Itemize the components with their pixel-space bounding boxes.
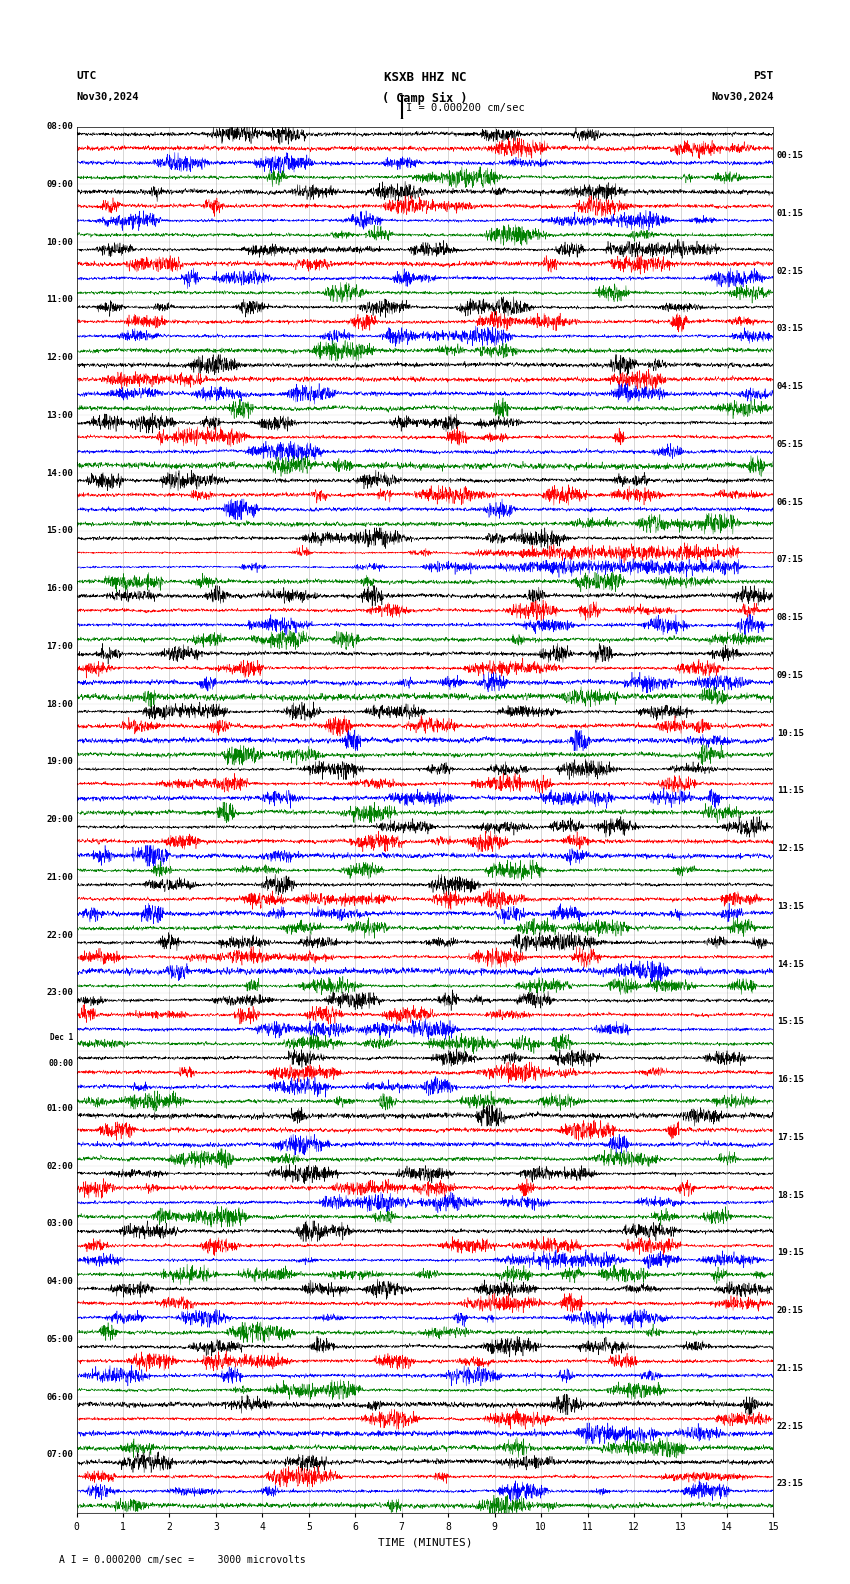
- Text: 10:00: 10:00: [46, 238, 73, 247]
- Text: 08:15: 08:15: [777, 613, 804, 623]
- Text: 12:15: 12:15: [777, 844, 804, 854]
- Text: PST: PST: [753, 71, 774, 81]
- Text: 05:00: 05:00: [46, 1335, 73, 1343]
- Text: 19:15: 19:15: [777, 1248, 804, 1258]
- Text: 03:00: 03:00: [46, 1220, 73, 1229]
- Text: 15:00: 15:00: [46, 526, 73, 535]
- Text: Dec 1: Dec 1: [50, 1033, 73, 1042]
- Text: A I = 0.000200 cm/sec =    3000 microvolts: A I = 0.000200 cm/sec = 3000 microvolts: [60, 1555, 306, 1565]
- Text: 05:15: 05:15: [777, 440, 804, 448]
- Text: 19:00: 19:00: [46, 757, 73, 767]
- Text: UTC: UTC: [76, 71, 97, 81]
- Text: 21:15: 21:15: [777, 1364, 804, 1373]
- Text: 02:15: 02:15: [777, 266, 804, 276]
- Text: 06:15: 06:15: [777, 497, 804, 507]
- Text: 06:00: 06:00: [46, 1392, 73, 1402]
- Text: I = 0.000200 cm/sec: I = 0.000200 cm/sec: [406, 103, 525, 112]
- Text: 04:00: 04:00: [46, 1277, 73, 1286]
- Text: 09:00: 09:00: [46, 181, 73, 188]
- Text: 22:15: 22:15: [777, 1421, 804, 1430]
- Text: 13:00: 13:00: [46, 410, 73, 420]
- Text: 04:15: 04:15: [777, 382, 804, 391]
- Text: 11:15: 11:15: [777, 786, 804, 795]
- Text: 00:00: 00:00: [48, 1060, 73, 1068]
- Text: 20:00: 20:00: [46, 816, 73, 824]
- Text: 07:00: 07:00: [46, 1451, 73, 1459]
- Text: 00:15: 00:15: [777, 150, 804, 160]
- Text: 02:00: 02:00: [46, 1161, 73, 1171]
- Text: 09:15: 09:15: [777, 672, 804, 680]
- Text: 15:15: 15:15: [777, 1017, 804, 1026]
- Text: 08:00: 08:00: [46, 122, 73, 131]
- Text: KSXB HHZ NC: KSXB HHZ NC: [383, 71, 467, 84]
- Text: ( Camp Six ): ( Camp Six ): [382, 92, 468, 105]
- Text: 23:15: 23:15: [777, 1479, 804, 1489]
- Text: 01:00: 01:00: [46, 1104, 73, 1114]
- Text: 22:00: 22:00: [46, 931, 73, 939]
- Text: 17:00: 17:00: [46, 642, 73, 651]
- Text: 11:00: 11:00: [46, 296, 73, 304]
- Text: 14:15: 14:15: [777, 960, 804, 968]
- Text: 21:00: 21:00: [46, 873, 73, 882]
- Text: 14:00: 14:00: [46, 469, 73, 478]
- Text: 10:15: 10:15: [777, 729, 804, 738]
- Text: 16:00: 16:00: [46, 584, 73, 594]
- Text: 23:00: 23:00: [46, 988, 73, 998]
- Text: 16:15: 16:15: [777, 1076, 804, 1083]
- Text: 01:15: 01:15: [777, 209, 804, 219]
- X-axis label: TIME (MINUTES): TIME (MINUTES): [377, 1538, 473, 1548]
- Text: 17:15: 17:15: [777, 1133, 804, 1142]
- Text: 18:15: 18:15: [777, 1191, 804, 1199]
- Text: Nov30,2024: Nov30,2024: [76, 92, 139, 101]
- Text: 18:00: 18:00: [46, 700, 73, 708]
- Text: Nov30,2024: Nov30,2024: [711, 92, 774, 101]
- Text: 03:15: 03:15: [777, 325, 804, 333]
- Text: 12:00: 12:00: [46, 353, 73, 363]
- Text: 20:15: 20:15: [777, 1307, 804, 1315]
- Text: 07:15: 07:15: [777, 556, 804, 564]
- Text: 13:15: 13:15: [777, 901, 804, 911]
